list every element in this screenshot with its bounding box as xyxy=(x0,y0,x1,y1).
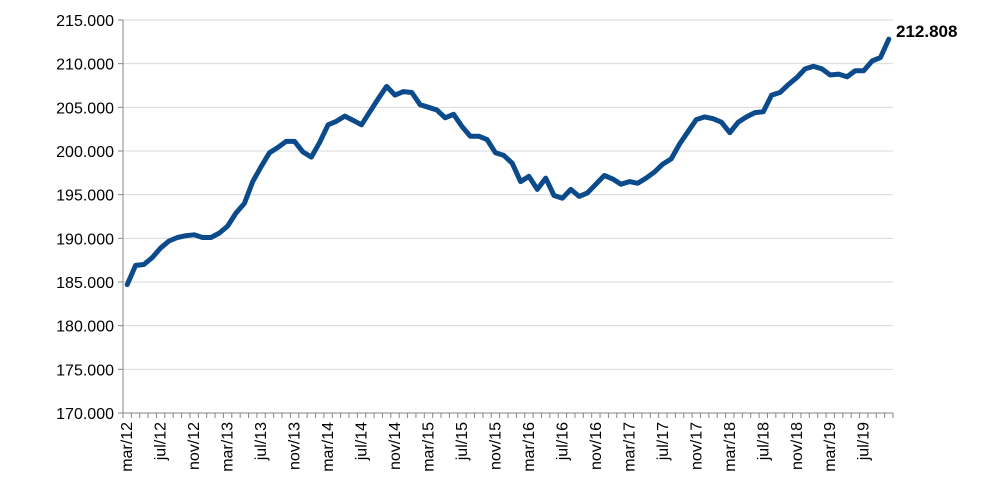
x-tick-label: mar/19 xyxy=(822,422,839,472)
end-value-label: 212.808 xyxy=(896,22,957,41)
axes xyxy=(122,20,893,414)
y-tick-label: 185.000 xyxy=(56,275,114,292)
x-tick-label: mar/14 xyxy=(320,422,337,472)
y-tick-label: 170.000 xyxy=(56,406,114,423)
x-tick-label: mar/13 xyxy=(220,422,237,472)
x-tick-label: mar/16 xyxy=(521,422,538,472)
x-tick-label: mar/12 xyxy=(119,422,136,472)
x-tick-label: jul/16 xyxy=(554,422,571,461)
y-tick-label: 200.000 xyxy=(56,144,114,161)
x-axis-ticks: mar/12 jul/12 nov/12 mar/13 jul/13 nov/13 mar/… xyxy=(119,413,894,472)
x-tick-label: nov/16 xyxy=(588,422,605,470)
y-tick-label: 205.000 xyxy=(56,100,114,117)
x-tick-label: jul/18 xyxy=(755,422,772,461)
x-tick-label: jul/19 xyxy=(856,422,873,461)
x-tick-label: mar/17 xyxy=(621,422,638,472)
x-tick-label: nov/15 xyxy=(487,422,504,470)
x-tick-label: mar/15 xyxy=(420,422,437,472)
y-tick-label: 210.000 xyxy=(56,57,114,74)
x-tick-label: nov/13 xyxy=(287,422,304,470)
x-tick-label: nov/18 xyxy=(789,422,806,470)
x-tick-label: jul/12 xyxy=(153,422,170,461)
y-tick-label: 180.000 xyxy=(56,319,114,336)
x-tick-label: jul/13 xyxy=(253,422,270,461)
x-tick-label: nov/17 xyxy=(688,422,705,470)
y-tick-label: 195.000 xyxy=(56,188,114,205)
gridlines xyxy=(123,19,893,370)
series-group xyxy=(124,36,892,288)
x-tick-label: jul/15 xyxy=(454,422,471,461)
x-tick-label: mar/18 xyxy=(722,422,739,472)
y-tick-label: 190.000 xyxy=(56,231,114,248)
y-axis-ticks: 170.000 175.000 180.000 185.000 190.000 195.0… xyxy=(56,13,123,423)
x-tick-label: nov/14 xyxy=(387,422,404,470)
y-tick-label: 215.000 xyxy=(56,13,114,30)
x-tick-label: jul/17 xyxy=(655,422,672,461)
y-tick-label: 175.000 xyxy=(56,362,114,379)
x-tick-label: nov/12 xyxy=(186,422,203,470)
series-line xyxy=(124,36,892,288)
x-tick-label: jul/14 xyxy=(354,422,371,461)
